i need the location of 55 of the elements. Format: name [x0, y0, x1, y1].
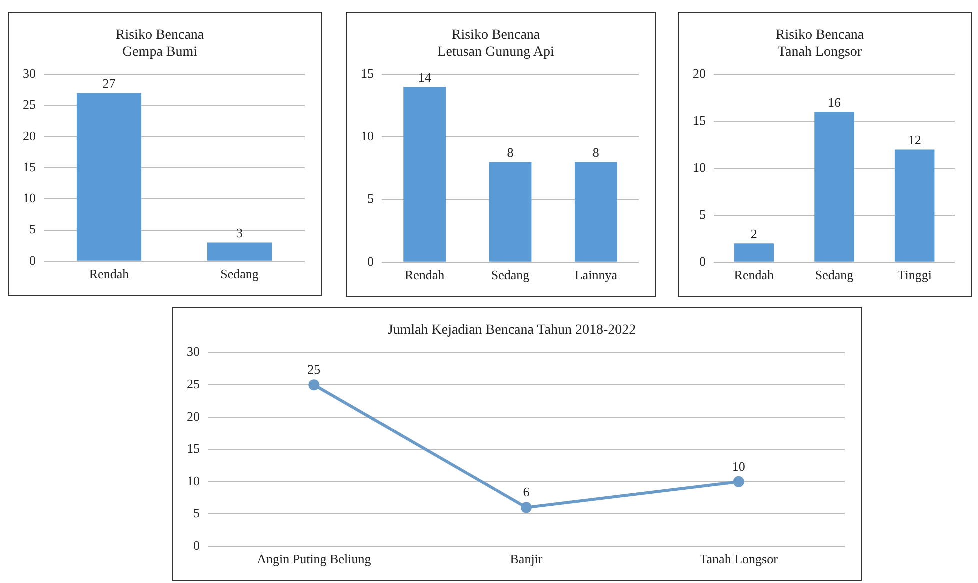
- y-tick-label: 10: [693, 160, 706, 175]
- bar: [734, 244, 774, 262]
- y-tick-label: 20: [693, 66, 706, 82]
- y-tick-label: 25: [187, 376, 200, 392]
- bar: [894, 150, 935, 262]
- y-tick-label: 25: [23, 97, 36, 112]
- y-tick-label: 5: [194, 506, 200, 521]
- y-tick-label: 5: [700, 206, 706, 222]
- x-tick-label: Angin Puting Beliung: [257, 552, 372, 567]
- y-tick-label: 10: [361, 128, 374, 144]
- x-tick-label: Banjir: [510, 552, 544, 567]
- y-tick-label: 0: [700, 254, 706, 269]
- chart-title: Risiko Bencana Tanah Longsor: [776, 28, 865, 60]
- x-tick-label: Rendah: [734, 268, 775, 283]
- x-tick-label: Rendah: [89, 266, 130, 282]
- data-label: 8: [507, 145, 514, 160]
- data-label: 25: [308, 362, 321, 377]
- x-tick-label: Sedang: [491, 268, 530, 283]
- chart-title: Jumlah Kejadian Bencana Tahun 2018-2022: [388, 323, 636, 338]
- y-tick-label: 10: [23, 190, 36, 206]
- data-label: 27: [102, 76, 116, 92]
- x-tick-label: Rendah: [404, 268, 446, 283]
- y-tick-label: 20: [23, 128, 36, 144]
- x-tick-label: Tanah Longsor: [700, 552, 779, 567]
- x-tick-label: Sedang: [220, 266, 260, 282]
- x-tick-label: Sedang: [815, 268, 854, 283]
- y-tick-label: 15: [693, 112, 706, 128]
- y-tick-label: 15: [361, 66, 374, 82]
- chart-title: Risiko Bencana Letusan Gunung Api: [438, 28, 554, 60]
- y-tick-label: 10: [187, 473, 200, 488]
- data-label: 3: [236, 226, 243, 241]
- data-label: 16: [828, 95, 842, 110]
- data-label: 10: [732, 458, 746, 474]
- y-tick-label: 15: [23, 159, 36, 174]
- y-tick-label: 30: [187, 344, 200, 360]
- point: [521, 502, 532, 514]
- x-tick-label: Tinggi: [898, 268, 932, 283]
- chart-title: Risiko Bencana Gempa Bumi: [116, 28, 205, 60]
- point: [308, 380, 320, 391]
- data-label: 8: [592, 145, 600, 160]
- bar: [814, 112, 854, 262]
- y-tick-label: 0: [368, 254, 374, 269]
- data-label: 2: [750, 226, 758, 242]
- y-tick-label: 20: [187, 408, 200, 424]
- data-label: 14: [418, 70, 432, 86]
- data-label: 6: [523, 484, 530, 500]
- y-tick-label: 30: [23, 66, 36, 82]
- data-label: 12: [908, 132, 922, 148]
- y-tick-label: 5: [368, 191, 374, 206]
- y-tick-label: 0: [194, 538, 200, 553]
- x-tick-label: Lainnya: [574, 268, 618, 283]
- y-tick-label: 15: [187, 441, 200, 456]
- y-tick-label: 5: [30, 222, 36, 237]
- point: [733, 476, 744, 488]
- y-tick-label: 0: [30, 252, 36, 268]
